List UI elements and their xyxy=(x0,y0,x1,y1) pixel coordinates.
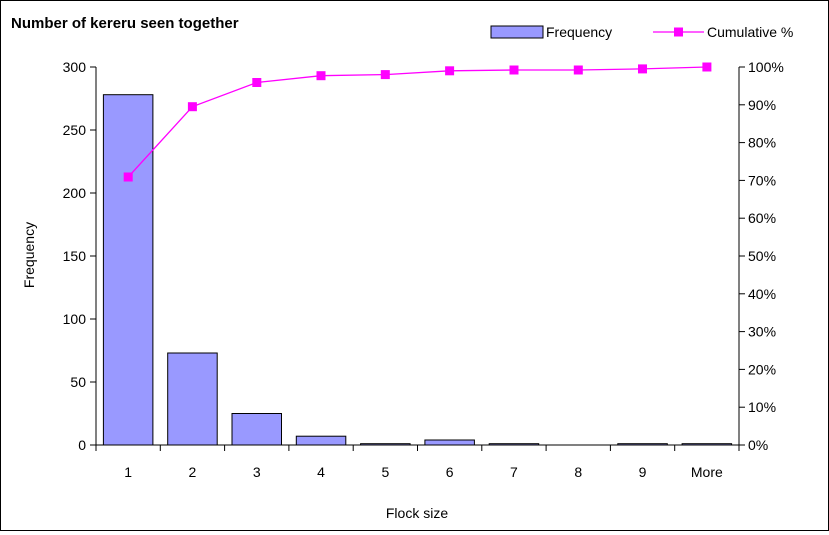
y-tick-label: 100 xyxy=(63,311,87,327)
legend-marker-cumulative xyxy=(674,27,683,37)
y2-tick-label: 90% xyxy=(748,97,776,113)
bar-1 xyxy=(102,94,154,446)
x-tick-label: 5 xyxy=(381,464,389,480)
cumulative-line xyxy=(127,66,707,178)
x-tick-label: 8 xyxy=(574,464,582,480)
x-axis-label: Flock size xyxy=(386,505,448,521)
y-tick-label: 150 xyxy=(63,248,87,264)
y2-tick-label: 0% xyxy=(748,437,768,453)
bar-2 xyxy=(167,352,218,446)
bar-3 xyxy=(231,413,282,446)
x-tick-label: 9 xyxy=(639,464,647,480)
y-axis-label: Frequency xyxy=(21,222,37,288)
cumulative-point-More xyxy=(702,62,712,72)
y2-tick-label: 30% xyxy=(748,324,776,340)
legend-swatch-frequency xyxy=(490,25,544,39)
cumulative-point-8 xyxy=(573,65,583,75)
x-tick-label: 2 xyxy=(189,464,197,480)
y-tick-label: 200 xyxy=(63,185,87,201)
chart-title: Number of kereru seen together xyxy=(11,15,239,32)
y2-tick-label: 40% xyxy=(748,286,776,302)
x-tick-label: 6 xyxy=(446,464,454,480)
legend-label-cumulative: Cumulative % xyxy=(707,24,793,40)
cumulative-point-6 xyxy=(445,66,455,76)
y2-tick-label: 70% xyxy=(748,172,776,188)
x-tick-label: 4 xyxy=(317,464,325,480)
cumulative-point-1 xyxy=(123,172,133,182)
cumulative-point-4 xyxy=(316,71,326,81)
y2-tick-label: 80% xyxy=(748,135,776,151)
y-tick-label: 300 xyxy=(63,59,87,75)
x-tick-label: 7 xyxy=(510,464,518,480)
cumulative-point-5 xyxy=(380,70,390,80)
cumulative-point-2 xyxy=(187,102,197,112)
legend-label-frequency: Frequency xyxy=(546,24,612,40)
bar-4 xyxy=(295,435,347,446)
y-tick-label: 50 xyxy=(70,374,86,390)
y2-tick-label: 20% xyxy=(748,361,776,377)
bar-6 xyxy=(424,439,475,446)
cumulative-point-3 xyxy=(252,78,262,87)
y-tick-label: 0 xyxy=(78,437,86,453)
y2-tick-label: 60% xyxy=(748,210,776,226)
y2-tick-label: 100% xyxy=(748,59,784,75)
x-tick-label: 3 xyxy=(253,464,261,480)
y2-tick-label: 50% xyxy=(748,248,776,264)
cumulative-point-7 xyxy=(509,65,519,75)
legend: Frequency Cumulative % xyxy=(490,24,793,40)
plot-area: 0 50 100 150 200 250 300 0% 10% 20% 30% 40% 50% 60% 70… xyxy=(63,59,784,480)
x-tick-label: More xyxy=(691,464,723,480)
y-tick-label: 250 xyxy=(63,122,87,138)
x-tick-label: 1 xyxy=(124,464,132,480)
cumulative-point-9 xyxy=(638,64,647,74)
y2-tick-label: 10% xyxy=(748,399,776,415)
